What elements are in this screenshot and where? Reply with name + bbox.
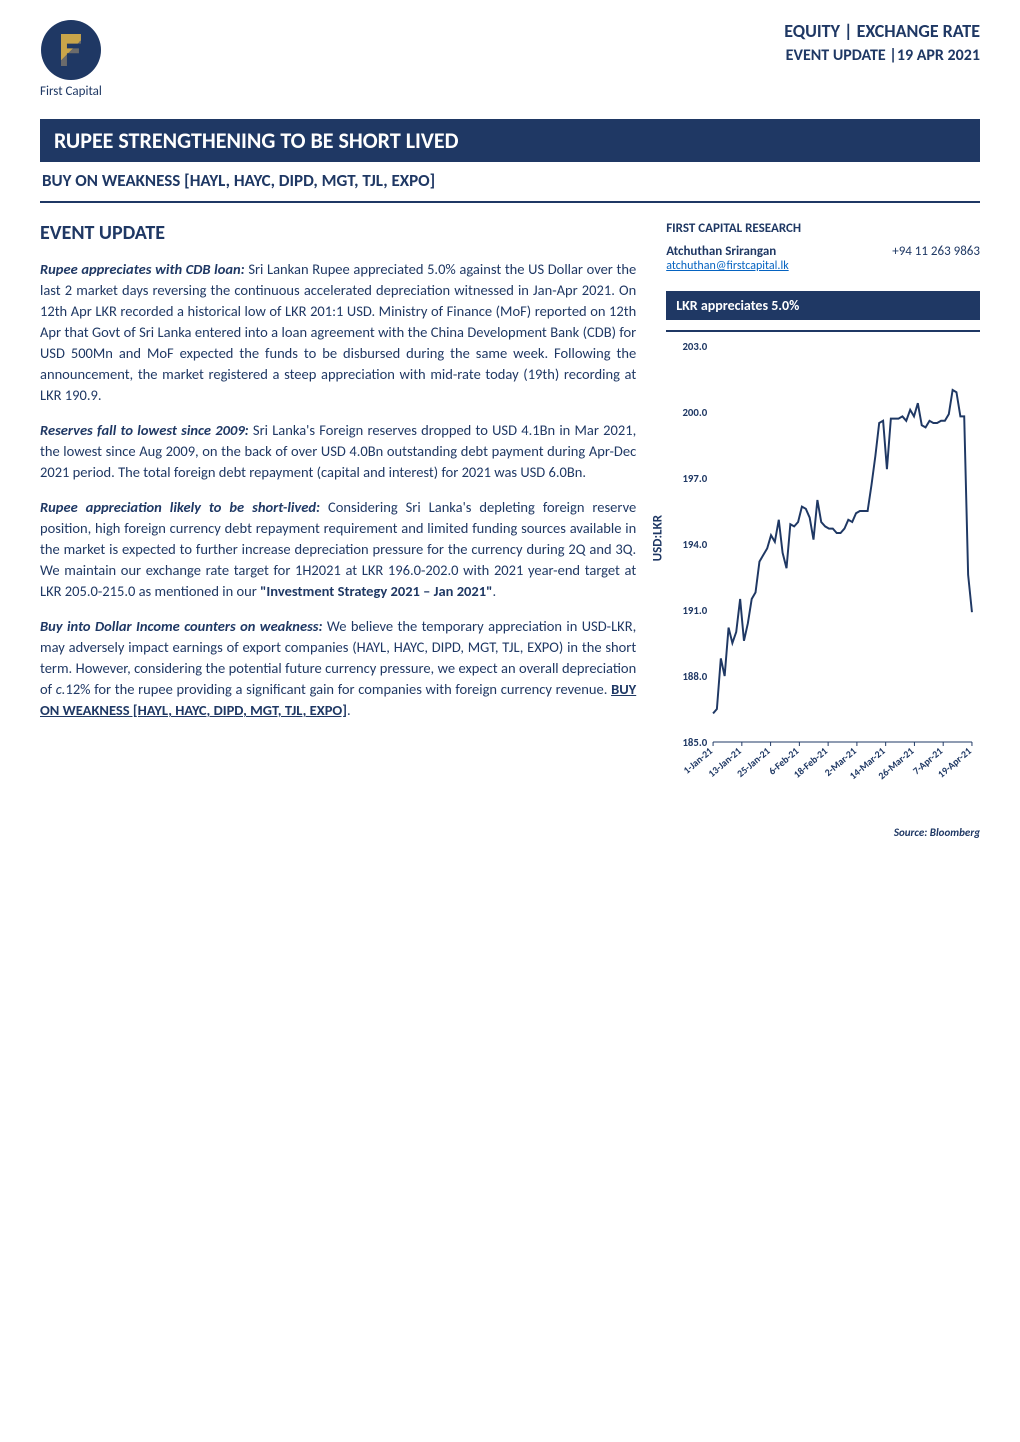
p4-italic: c. xyxy=(56,680,66,698)
section-heading: EVENT UPDATE xyxy=(40,221,636,245)
researcher-email[interactable]: atchuthan@firstcapital.lk xyxy=(666,259,980,273)
researcher-phone: +94 11 263 9863 xyxy=(892,244,980,259)
svg-text:203.0: 203.0 xyxy=(683,340,708,353)
paragraph-1: Rupee appreciates with CDB loan: Sri Lan… xyxy=(40,259,636,406)
svg-text:200.0: 200.0 xyxy=(683,406,708,419)
p4-lead: Buy into Dollar Income counters on weakn… xyxy=(40,617,323,635)
sub-title: BUY ON WEAKNESS [HAYL, HAYC, DIPD, MGT, … xyxy=(40,164,980,203)
chart-source: Source: Bloomberg xyxy=(666,826,980,839)
svg-text:188.0: 188.0 xyxy=(683,670,708,683)
logo-icon xyxy=(41,20,101,80)
header-event-line: EVENT UPDATE |19 APR 2021 xyxy=(784,46,980,65)
p4-body-c: . xyxy=(347,701,351,719)
logo: First Capital xyxy=(40,20,102,99)
p3-bold: "Investment Strategy 2021 – Jan 2021" xyxy=(260,582,492,600)
svg-text:197.0: 197.0 xyxy=(683,472,708,485)
svg-text:191.0: 191.0 xyxy=(683,604,708,617)
header-right: EQUITY | EXCHANGE RATE EVENT UPDATE |19 … xyxy=(784,20,980,65)
chart-title: LKR appreciates 5.0% xyxy=(666,291,980,320)
p2-lead: Reserves fall to lowest since 2009: xyxy=(40,421,249,439)
logo-text: First Capital xyxy=(40,84,102,99)
line-chart: 185.0188.0191.0194.0197.0200.0203.01-Jan… xyxy=(666,332,980,822)
content: EVENT UPDATE Rupee appreciates with CDB … xyxy=(40,221,980,839)
p1-lead: Rupee appreciates with CDB loan: xyxy=(40,260,245,278)
p3-body-b: . xyxy=(492,582,496,600)
chart-container: USD:LKR 185.0188.0191.0194.0197.0200.020… xyxy=(666,332,980,822)
research-heading: FIRST CAPITAL RESEARCH xyxy=(666,221,980,236)
y-axis-label: USD:LKR xyxy=(651,515,666,561)
researcher-row: Atchuthan Srirangan +94 11 263 9863 xyxy=(666,244,980,259)
main-title: RUPEE STRENGTHENING TO BE SHORT LIVED xyxy=(40,119,980,162)
header: First Capital EQUITY | EXCHANGE RATE EVE… xyxy=(40,20,980,99)
paragraph-2: Reserves fall to lowest since 2009: Sri … xyxy=(40,420,636,483)
right-column: FIRST CAPITAL RESEARCH Atchuthan Srirang… xyxy=(666,221,980,839)
left-column: EVENT UPDATE Rupee appreciates with CDB … xyxy=(40,221,636,839)
svg-text:25-Jan-21: 25-Jan-21 xyxy=(735,745,773,780)
svg-text:194.0: 194.0 xyxy=(683,538,708,551)
paragraph-4: Buy into Dollar Income counters on weakn… xyxy=(40,616,636,721)
header-category: EQUITY | EXCHANGE RATE xyxy=(784,20,980,42)
paragraph-3: Rupee appreciation likely to be short-li… xyxy=(40,497,636,602)
researcher-name: Atchuthan Srirangan xyxy=(666,244,776,259)
p1-body: Sri Lankan Rupee appreciated 5.0% agains… xyxy=(40,260,636,404)
p4-body-b: 12% for the rupee providing a significan… xyxy=(65,680,611,698)
p3-lead: Rupee appreciation likely to be short-li… xyxy=(40,498,320,516)
